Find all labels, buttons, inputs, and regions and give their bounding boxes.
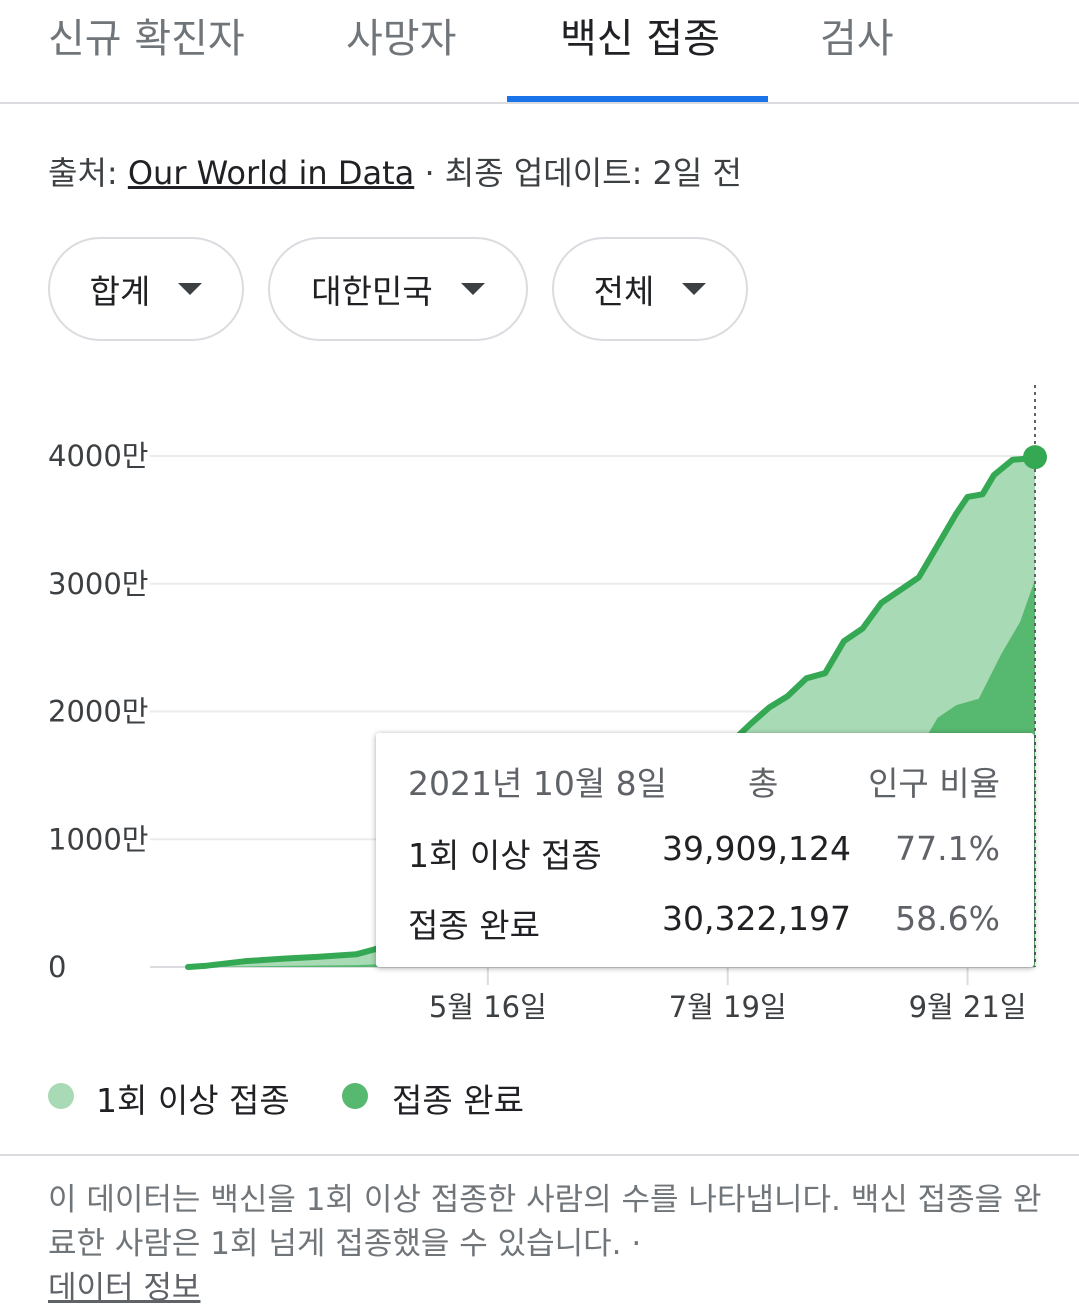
divider xyxy=(0,1154,1079,1156)
tab-new-cases[interactable]: 신규 확진자 xyxy=(48,16,245,62)
active-tab-indicator xyxy=(507,96,768,102)
legend-label: 1회 이상 접종 xyxy=(96,1081,290,1120)
legend-swatch xyxy=(342,1083,368,1109)
x-tick-label: 5월 16일 xyxy=(429,990,547,1024)
tab-bar: 신규 확진자 사망자 백신 접종 검사 xyxy=(0,0,1079,104)
tooltip-row-ratio: 77.1% xyxy=(895,829,1000,868)
source-link[interactable]: Our World in Data xyxy=(127,154,415,192)
dropdown-arrow-icon xyxy=(178,283,203,295)
y-tick-label: 2000만 xyxy=(48,695,148,729)
y-tick-label: 1000만 xyxy=(48,822,148,856)
region-dropdown[interactable]: 대한민국 xyxy=(268,237,528,341)
region-dropdown-label: 대한민국 xyxy=(311,272,433,311)
legend-label: 접종 완료 xyxy=(392,1081,524,1120)
y-tick-label: 3000만 xyxy=(48,567,148,601)
dropdown-arrow-icon xyxy=(460,283,485,295)
tooltip-row-total: 30,322,197 xyxy=(662,899,851,938)
tab-deaths[interactable]: 사망자 xyxy=(346,16,457,62)
metric-dropdown-label: 합계 xyxy=(89,272,151,311)
source-prefix: 출처: xyxy=(48,154,128,192)
tab-vaccinations[interactable]: 백신 접종 xyxy=(560,16,720,62)
tooltip-row-label: 1회 이상 접종 xyxy=(408,836,602,875)
tooltip-row-total: 39,909,124 xyxy=(662,829,851,868)
chart-tooltip: 2021년 10월 8일 총 인구 비율 1회 이상 접종 39,909,124… xyxy=(376,733,1034,967)
metric-dropdown[interactable]: 합계 xyxy=(48,237,244,341)
legend-swatch xyxy=(48,1083,74,1109)
tooltip-row-label: 접종 완료 xyxy=(408,906,540,945)
data-note-text: 이 데이터는 백신을 1회 이상 접종한 사람의 수를 나타냅니다. 백신 접종… xyxy=(48,1182,1042,1262)
data-info-link[interactable]: 데이터 정보 xyxy=(48,1270,201,1306)
tooltip-date: 2021년 10월 8일 xyxy=(408,764,668,803)
x-tick-label: 9월 21일 xyxy=(909,990,1027,1024)
dropdown-arrow-icon xyxy=(682,283,707,295)
y-tick-label: 4000만 xyxy=(48,439,148,473)
tab-tests[interactable]: 검사 xyxy=(820,16,894,62)
last-updated: · 최종 업데이트: 2일 전 xyxy=(414,154,742,192)
tooltip-ratio-header: 인구 비율 xyxy=(868,764,1000,803)
range-dropdown-label: 전체 xyxy=(593,272,655,311)
x-tick-label: 7월 19일 xyxy=(669,990,787,1024)
tooltip-row-ratio: 58.6% xyxy=(895,899,1000,938)
range-dropdown[interactable]: 전체 xyxy=(552,237,748,341)
source-line: 출처: Our World in Data · 최종 업데이트: 2일 전 xyxy=(48,148,742,194)
y-tick-label: 0 xyxy=(48,950,66,984)
hover-point xyxy=(1023,445,1047,470)
data-note: 이 데이터는 백신을 1회 이상 접종한 사람의 수를 나타냅니다. 백신 접종… xyxy=(48,1178,1048,1310)
tooltip-total-header: 총 xyxy=(748,764,779,803)
